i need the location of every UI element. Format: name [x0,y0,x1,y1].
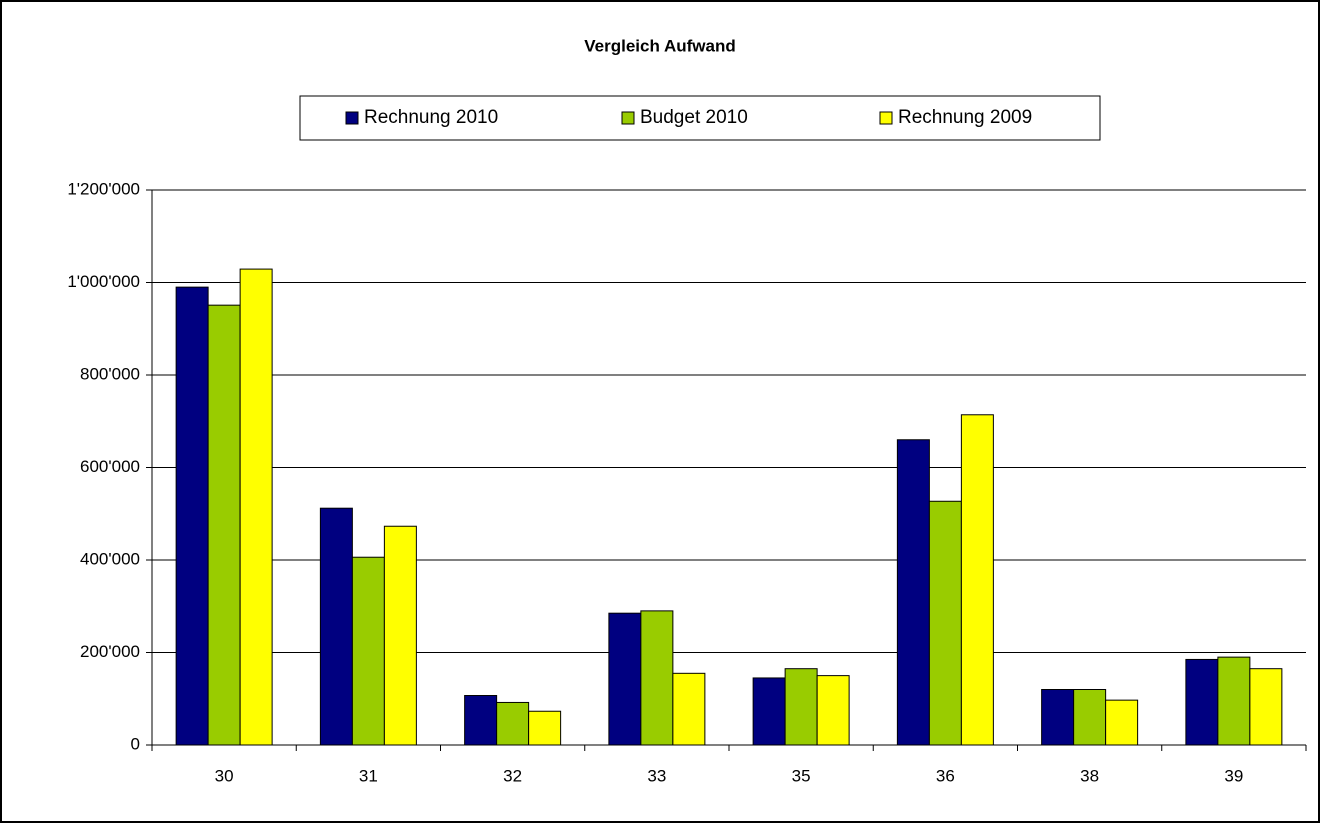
y-tick-label: 1'000'000 [67,272,140,291]
bar [1185,658,1219,746]
y-tick-label: 400'000 [80,549,140,568]
bar [464,695,498,746]
bar [640,610,674,746]
x-tick-label: 32 [503,766,522,785]
bar [383,525,417,746]
y-tick-label: 0 [131,734,140,753]
bar [496,701,530,746]
bar [1105,699,1139,746]
y-tick-label: 200'000 [80,642,140,661]
x-tick-label: 31 [359,766,378,785]
chart-title: Vergleich Aufwand [584,36,735,55]
x-tick-label: 38 [1080,766,1099,785]
bar [816,675,850,746]
legend-label: Rechnung 2010 [364,107,498,128]
y-tick-label: 800'000 [80,364,140,383]
legend-box [299,95,1101,141]
bar [351,556,385,746]
y-tick-label: 1'200'000 [67,179,140,198]
bar [672,672,706,746]
legend-swatch [879,111,893,125]
x-tick-label: 35 [792,766,811,785]
bar [1217,656,1251,746]
bar [1073,689,1107,746]
bar [608,612,642,746]
bar [752,677,786,746]
bar [896,439,930,746]
x-tick-label: 33 [647,766,666,785]
legend-swatch [345,111,359,125]
legend-swatch [621,111,635,125]
bar [239,268,273,746]
x-tick-label: 39 [1224,766,1243,785]
bar [528,710,562,746]
bar [960,414,994,746]
bar [1249,668,1283,746]
legend-label: Budget 2010 [640,107,748,128]
x-tick-label: 36 [936,766,955,785]
bar [207,304,241,746]
x-tick-label: 30 [215,766,234,785]
bar [1041,689,1075,746]
legend-label: Rechnung 2009 [898,107,1032,128]
bar [784,668,818,746]
y-tick-label: 600'000 [80,457,140,476]
bar [175,286,209,746]
bar [928,500,962,746]
bar [319,507,353,746]
